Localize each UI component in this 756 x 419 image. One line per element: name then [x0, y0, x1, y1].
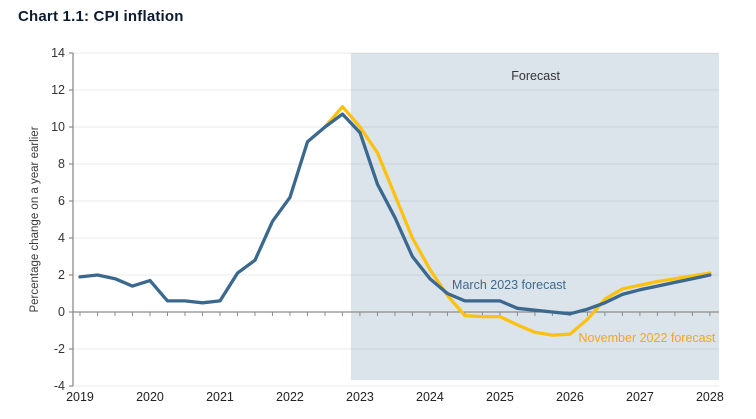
x-tick-label-2019: 2019 — [66, 390, 94, 404]
y-tick-label-6: 6 — [58, 194, 65, 208]
series-label-november-2022-forecast: November 2022 forecast — [578, 331, 715, 345]
chart-title: Chart 1.1: CPI inflation — [18, 8, 184, 25]
forecast-region — [350, 53, 719, 380]
series-line-november-2022-forecast — [323, 105, 712, 337]
y-tick-label-0: 0 — [58, 305, 65, 319]
x-tick-label-2021: 2021 — [206, 390, 234, 404]
x-tick-label-2025: 2025 — [486, 390, 514, 404]
x-tick-label-2023: 2023 — [346, 390, 374, 404]
y-tick-label-10: 10 — [51, 120, 65, 134]
series-label-march-2023-forecast: March 2023 forecast — [452, 278, 566, 292]
annotation-forecast: Forecast — [511, 69, 560, 83]
y-tick-label--2: -2 — [54, 342, 65, 356]
series-line-march-2023-forecast — [78, 112, 712, 316]
y-axis-title: Percentage change on a year earlier — [29, 126, 41, 312]
y-tick-label-4: 4 — [58, 231, 65, 245]
y-tick-label-14: 14 — [51, 46, 65, 60]
x-tick-label-2028: 2028 — [696, 390, 724, 404]
y-tick-label-8: 8 — [58, 157, 65, 171]
y-tick-label-2: 2 — [58, 268, 65, 282]
x-tick-label-2024: 2024 — [416, 390, 444, 404]
y-tick-label--4: -4 — [54, 379, 65, 393]
x-tick-label-2026: 2026 — [556, 390, 584, 404]
y-tick-label-12: 12 — [51, 83, 65, 97]
x-tick-label-2027: 2027 — [626, 390, 654, 404]
x-tick-label-2020: 2020 — [136, 390, 164, 404]
x-tick-label-2022: 2022 — [276, 390, 304, 404]
